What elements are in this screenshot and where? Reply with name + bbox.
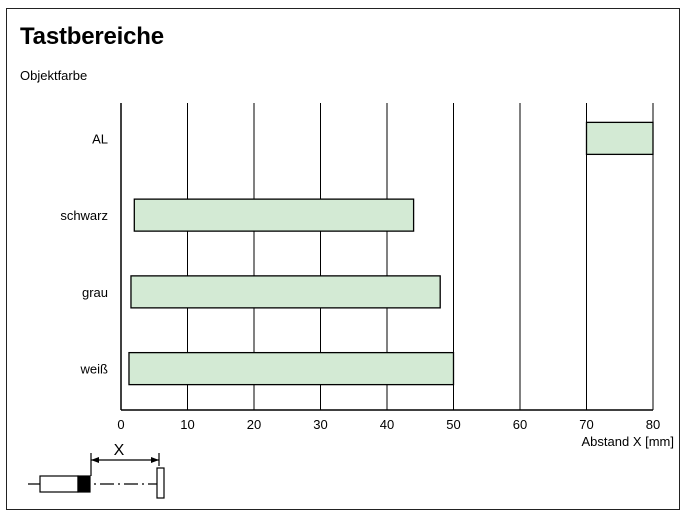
arrow-left-icon	[91, 457, 99, 463]
x-tick-label: 30	[313, 417, 327, 432]
sensor-lens	[77, 475, 91, 493]
sensor-distance-diagram-icon	[28, 453, 165, 499]
category-label: AL	[92, 131, 108, 146]
x-tick-label: 80	[646, 417, 660, 432]
x-tick-label: 50	[446, 417, 460, 432]
x-tick-label: 70	[579, 417, 593, 432]
bar-weiß	[128, 351, 455, 386]
target-object	[156, 467, 165, 499]
axis-layer: 0 10 20 30 40 50 60 70 80	[117, 103, 660, 432]
category-label: grau	[82, 285, 108, 300]
x-tick-label: 10	[180, 417, 194, 432]
chart-frame	[6, 8, 680, 510]
x-tick-label: 60	[513, 417, 527, 432]
bars-layer	[128, 121, 654, 386]
x-axis-label: Abstand X [mm]	[582, 434, 674, 449]
bar-AL	[585, 121, 654, 156]
arrow-right-icon	[151, 457, 159, 463]
x-tick-label: 20	[247, 417, 261, 432]
x-tick-label: 0	[117, 417, 124, 432]
bar-grau	[130, 275, 441, 309]
chart-title: Tastbereiche	[20, 23, 164, 50]
sensor-body	[39, 475, 79, 493]
x-marker-label: X	[114, 442, 125, 459]
y-axis-label: Objektfarbe	[20, 68, 88, 83]
category-labels: AL schwarz grau weiß	[60, 131, 108, 376]
category-label: weiß	[80, 362, 109, 377]
x-tick-label: 40	[380, 417, 394, 432]
bar-schwarz	[133, 198, 415, 232]
category-label: schwarz	[60, 208, 108, 223]
